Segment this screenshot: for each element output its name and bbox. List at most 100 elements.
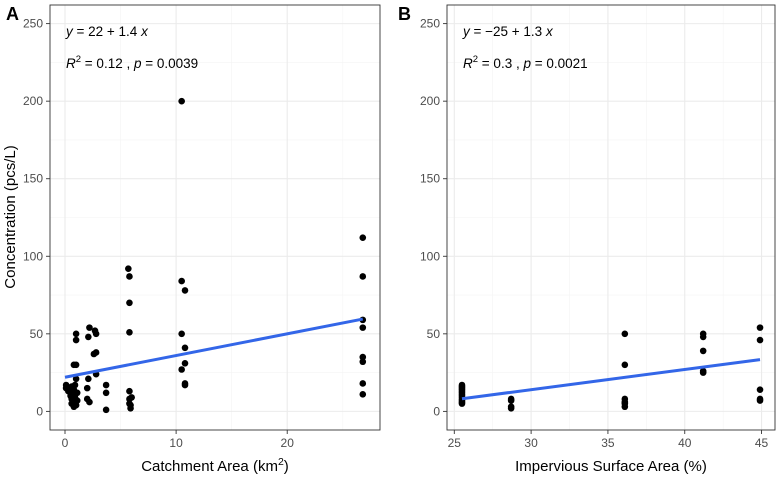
panel-b-points	[458, 324, 764, 412]
data-point	[181, 344, 189, 352]
data-point	[126, 273, 133, 280]
data-point	[102, 389, 110, 397]
panel-b-plot: 0 50 100 150 200 250 25 30 35 40 45 y = −25 + 1.3 …	[420, 4, 776, 450]
y-tick-label: 0	[36, 404, 43, 418]
data-point	[126, 299, 133, 307]
panel-a-equation: y = 22 + 1.4 x	[65, 24, 149, 39]
panel-b-border	[446, 4, 776, 431]
data-point	[178, 97, 185, 105]
panel-a-points	[62, 97, 367, 414]
panel-a-x-axis-title: Catchment Area (km2)	[141, 456, 289, 475]
data-point	[73, 397, 81, 404]
x-tick-label: 25	[448, 436, 462, 450]
data-point	[181, 360, 189, 367]
data-point	[507, 404, 515, 412]
y-tick-label: 100	[23, 249, 43, 263]
y-tick-label: 150	[23, 172, 43, 186]
data-point	[359, 324, 367, 331]
y-tick-label: 200	[23, 94, 43, 108]
panel-a-r-value: = 0.12 ,	[81, 56, 134, 71]
panel-a-fit-layer	[64, 317, 364, 379]
panel-a-y-axis-title: Concentration (pcs/L)	[2, 145, 19, 288]
data-point	[85, 375, 92, 383]
data-point	[126, 387, 133, 395]
y-tick-label: 0	[433, 404, 440, 418]
panel-b-stats: R2 = 0.3 , p = 0.0021	[463, 54, 588, 71]
data-point	[72, 336, 80, 344]
panel-b-p-letter: p	[522, 56, 531, 71]
data-point	[359, 273, 367, 280]
panel-b-tag: B	[398, 4, 411, 24]
y-tick-label: 250	[23, 17, 43, 31]
data-point	[359, 358, 367, 366]
data-point	[699, 333, 707, 341]
data-point	[72, 330, 80, 338]
panel-a-ticks: 0 50 100 150 200 250 0 10 20	[23, 17, 294, 450]
data-point	[756, 336, 764, 344]
data-point	[756, 324, 764, 331]
data-point	[72, 375, 80, 383]
data-point	[83, 384, 91, 392]
data-point	[756, 386, 764, 393]
data-point	[127, 404, 134, 412]
data-point	[92, 349, 100, 356]
panel-a-p-value: = 0.0039	[141, 56, 198, 71]
x-tick-label: 0	[62, 436, 69, 450]
data-point	[181, 381, 189, 389]
data-point	[359, 380, 367, 387]
data-point	[126, 328, 133, 336]
panel-a-xlabel-tail: )	[284, 458, 289, 475]
panel-a-tag: A	[6, 4, 19, 24]
panel-b-eq-y: y	[462, 24, 471, 39]
data-point	[178, 366, 185, 373]
panel-b-fit-layer	[461, 358, 761, 401]
panel-a-eq-body: = 22 + 1.4	[73, 24, 141, 39]
y-tick-label: 50	[427, 327, 441, 341]
data-point	[699, 347, 707, 355]
panel-a-grid	[50, 5, 380, 430]
x-tick-label: 40	[678, 436, 692, 450]
data-point	[102, 381, 110, 389]
x-tick-label: 45	[755, 436, 769, 450]
panel-a-r-sup: 2	[76, 54, 81, 65]
regression-line	[64, 317, 364, 379]
data-point	[86, 324, 93, 331]
panel-a-border	[49, 4, 381, 431]
data-point	[72, 361, 80, 369]
panel-a-stats: R2 = 0.12 , p = 0.0039	[66, 54, 198, 71]
data-point	[359, 234, 367, 241]
panel-b-eq-body: = −25 + 1.3	[470, 24, 546, 39]
y-tick-label: 150	[420, 172, 440, 186]
y-tick-label: 200	[420, 94, 440, 108]
data-point	[507, 397, 515, 404]
data-point	[359, 391, 367, 398]
x-tick-label: 35	[601, 436, 615, 450]
panel-a-eq-y: y	[65, 24, 74, 39]
panel-b-p-value: = 0.0021	[531, 56, 588, 71]
data-point	[85, 333, 92, 341]
data-point	[756, 397, 764, 404]
regression-line	[461, 358, 761, 401]
panel-b-r-letter: R	[463, 56, 473, 71]
data-point	[71, 381, 79, 389]
y-tick-label: 50	[30, 327, 44, 341]
x-tick-label: 30	[524, 436, 538, 450]
panel-b-ticks: 0 50 100 150 200 250 25 30 35 40 45	[420, 17, 769, 450]
panel-a-r-letter: R	[66, 56, 76, 71]
data-point	[73, 389, 81, 397]
panel-b-r-sup: 2	[473, 54, 478, 65]
panel-b-r-value: = 0.3 ,	[478, 56, 523, 71]
data-point	[102, 406, 110, 414]
y-tick-label: 250	[420, 17, 440, 31]
data-point	[359, 353, 367, 361]
data-point	[125, 265, 132, 272]
panel-b-x-axis-title: Impervious Surface Area (%)	[515, 458, 707, 475]
data-point	[181, 287, 189, 294]
data-point	[92, 330, 100, 338]
panel-a-plot: 0 50 100 150 200 250 0 10 20 y = 22 + 1.4 x R2 =…	[23, 4, 381, 450]
x-tick-label: 10	[169, 436, 183, 450]
panel-b-grid	[447, 5, 775, 430]
panel-a-p-letter: p	[133, 56, 142, 71]
data-point	[621, 361, 629, 369]
